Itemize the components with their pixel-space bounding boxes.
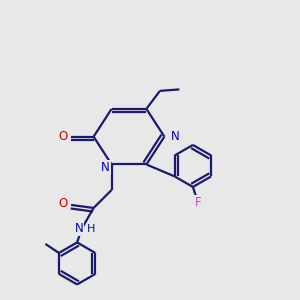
Text: F: F — [195, 196, 202, 209]
Text: H: H — [86, 224, 95, 234]
Text: N: N — [75, 222, 84, 236]
Text: N: N — [170, 130, 179, 143]
Text: N: N — [101, 161, 110, 174]
Text: O: O — [58, 130, 67, 143]
Text: O: O — [58, 197, 67, 210]
